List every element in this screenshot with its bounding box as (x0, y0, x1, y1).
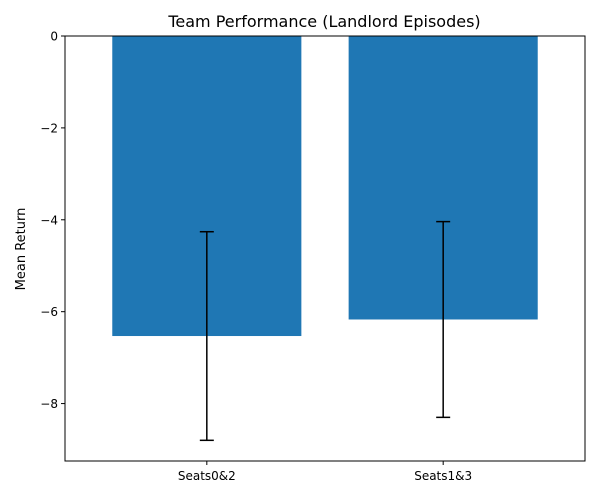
chart-title: Team Performance (Landlord Episodes) (167, 12, 480, 31)
y-ticks-layer: 0 −2 −4 −6 −8 (40, 30, 65, 411)
x-ticks-layer: Seats0&2 Seats1&3 (178, 461, 472, 483)
y-tick-label: 0 (50, 30, 58, 44)
y-tick-label: −2 (40, 121, 58, 135)
y-tick-label: −4 (40, 213, 58, 227)
x-tick-label: Seats1&3 (414, 469, 472, 483)
y-tick-label: −6 (40, 305, 58, 319)
bars-layer (112, 36, 538, 337)
x-tick-label: Seats0&2 (178, 469, 236, 483)
y-tick-label: −8 (40, 397, 58, 411)
y-axis-label: Mean Return (14, 208, 29, 291)
error-bars-layer (199, 220, 451, 442)
plot-frame (64, 35, 586, 462)
